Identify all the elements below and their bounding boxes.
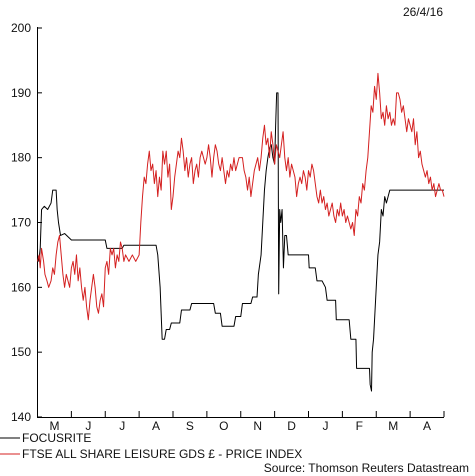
- series-line-focusrite: [37, 92, 444, 392]
- y-tick-label: 170: [11, 216, 31, 230]
- source-label: Source: Thomson Reuters Datastream: [264, 461, 469, 475]
- y-tick-label: 140: [11, 410, 31, 424]
- y-ticks: 140 150 160 170 180 190 200: [11, 21, 42, 424]
- legend-label-focusrite: FOCUSRITE: [22, 431, 91, 445]
- x-tick-label: M: [49, 419, 59, 433]
- x-tick-label: N: [253, 419, 262, 433]
- x-tick-label: D: [287, 419, 296, 433]
- y-tick-label: 160: [11, 280, 31, 294]
- date-label: 26/4/16: [403, 5, 443, 19]
- x-tick-label: A: [152, 419, 160, 433]
- x-tick-label: O: [219, 419, 228, 433]
- y-tick-label: 190: [11, 86, 31, 100]
- x-tick-label: S: [186, 419, 194, 433]
- x-tick-label: J: [119, 419, 125, 433]
- x-tick-label: J: [85, 419, 91, 433]
- x-tick-label: A: [423, 419, 431, 433]
- legend-label-ftse: FTSE ALL SHARE LEISURE GDS £ - PRICE IND…: [22, 447, 302, 461]
- x-tick-label: F: [356, 419, 363, 433]
- series-line-ftse: [37, 72, 445, 321]
- series-group: [37, 72, 445, 392]
- y-tick-label: 150: [11, 345, 31, 359]
- x-tick-label: M: [388, 419, 398, 433]
- x-tick-label: J: [322, 419, 328, 433]
- y-tick-label: 180: [11, 151, 31, 165]
- y-tick-label: 200: [11, 21, 31, 35]
